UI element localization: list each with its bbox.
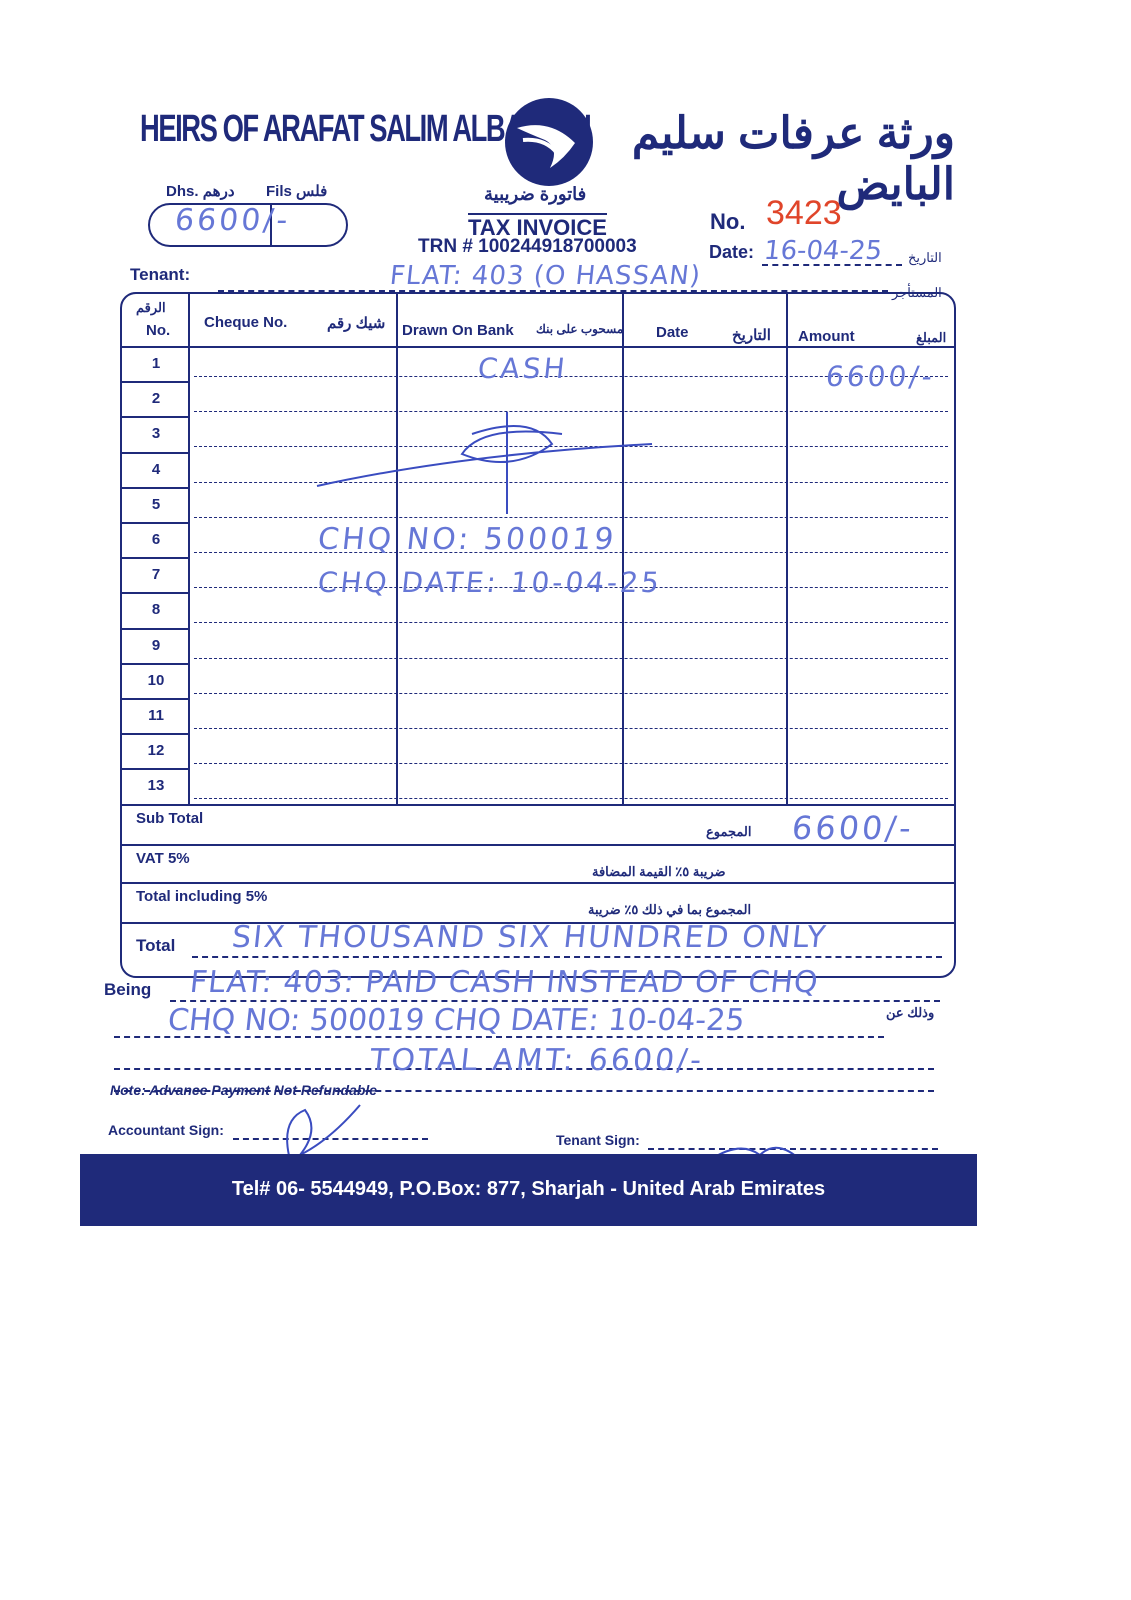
row-divider — [122, 662, 188, 665]
footer-contact: Tel# 06- 5544949, P.O.Box: 877, Sharjah … — [80, 1154, 977, 1226]
being-label-ar: وذلك عن — [886, 1005, 935, 1020]
fils-label: Fils فلس — [266, 183, 328, 200]
being-line2: CHQ NO: 500019 CHQ DATE: 10-04-25 — [166, 1003, 747, 1038]
row-divider — [122, 592, 188, 595]
bank-cash: CASH — [476, 352, 570, 385]
row-number: 4 — [151, 460, 161, 478]
row-number: 3 — [151, 425, 161, 443]
note: Note: Advance Payment Not Refundable — [110, 1082, 378, 1098]
row-line — [194, 481, 948, 483]
row-divider — [122, 698, 188, 700]
row-divider — [122, 733, 188, 736]
col-cheque: Cheque No. — [204, 314, 288, 331]
row-line — [194, 376, 948, 377]
trn: TRN # 100244918700003 — [418, 236, 637, 257]
amount-box — [148, 203, 348, 247]
row-line — [194, 798, 948, 800]
total-label: Total — [136, 936, 176, 955]
tenant-sign-label: Tenant Sign: — [556, 1132, 640, 1148]
being-line1: FLAT: 403: PAID CASH INSTEAD OF CHQ — [188, 965, 821, 1000]
subtotal-label-ar: المجموع — [706, 824, 752, 839]
row-number: 11 — [148, 707, 164, 724]
row-divider — [122, 451, 188, 454]
row-number: 1 — [151, 355, 161, 372]
row-divider — [122, 486, 188, 489]
col-date: Date — [656, 324, 689, 341]
date-label-ar: التاريخ — [908, 250, 942, 265]
row-number: 13 — [147, 777, 165, 795]
row-number: 9 — [151, 636, 161, 654]
row-line — [194, 692, 948, 694]
date-value: 16-04-25 — [762, 236, 884, 266]
row-line — [194, 446, 948, 448]
being-label: Being — [104, 980, 152, 999]
row-divider — [122, 416, 188, 419]
tenant-value: FLAT: 403 (O HASSAN) — [388, 261, 703, 291]
row-line — [194, 587, 948, 589]
company-name-ar: ورثة عرفات سليم البايض — [631, 109, 955, 209]
col-amount: Amount — [798, 328, 855, 345]
col-no-ar: الرقم — [136, 300, 166, 315]
row-number: 12 — [147, 742, 165, 760]
col-bank-ar: مسحوب على بنك — [536, 322, 624, 336]
vat-label: VAT 5% — [136, 850, 190, 867]
no-label: No. — [710, 209, 746, 234]
doc-title-ar: فاتورة ضريبية — [484, 184, 587, 204]
accountant-sign-label: Accountant Sign: — [108, 1122, 224, 1138]
being-line3: TOTAL AMT: 6600/- — [368, 1043, 706, 1078]
subtotal-value: 6600/- — [790, 809, 916, 847]
row-number: 2 — [151, 390, 161, 408]
cheque-date-line: CHQ DATE: 10-04-25 — [316, 566, 664, 599]
row-divider — [122, 381, 188, 384]
total-words: SIX THOUSAND SIX HUNDRED ONLY — [230, 920, 830, 955]
row-number: 5 — [151, 495, 161, 513]
row-number: 6 — [151, 531, 161, 548]
amount-value: 6600/- — [173, 203, 293, 238]
accountant-signature — [286, 1104, 361, 1161]
bird-logo-icon — [505, 98, 593, 186]
row-line — [194, 763, 948, 765]
col-amount-ar: المبلغ — [916, 330, 947, 345]
cheque-table: الرقم No. Cheque No. شيك رقم Drawn On Ba… — [120, 292, 956, 978]
row-line — [194, 552, 948, 553]
row-divider — [122, 627, 188, 630]
row-line — [194, 657, 948, 659]
tenant-label: Tenant: — [130, 265, 191, 284]
row-line — [194, 728, 948, 729]
col-bank: Drawn On Bank — [402, 322, 514, 339]
total-incl-label-ar: المجموع بما في ذلك ٥٪ ضريبة — [588, 902, 752, 917]
date-label: Date: — [709, 242, 755, 262]
invoice-number: 3423 — [766, 194, 842, 232]
row-line — [194, 622, 948, 624]
row-line — [194, 516, 948, 518]
col-no: No. — [146, 322, 171, 339]
col-cheque-ar: شيك رقم — [327, 315, 386, 332]
dhs-label: Dhs. درهم — [166, 183, 235, 200]
cheque-no-line: CHQ NO: 500019 — [316, 522, 619, 557]
row-line — [194, 411, 948, 413]
subtotal-label: Sub Total — [136, 810, 204, 827]
row-number: 10 — [147, 671, 165, 689]
amount-row1: 6600/- — [824, 360, 937, 393]
vat-label-ar: ضريبة ٥٪ القيمة المضافة — [592, 864, 726, 879]
doc-title-en: TAX INVOICE — [468, 213, 607, 240]
row-number: 7 — [151, 566, 161, 584]
row-divider — [122, 522, 188, 524]
row-divider — [122, 557, 188, 560]
total-incl-label: Total including 5% — [136, 888, 268, 905]
row-divider — [122, 768, 188, 771]
row-number: 8 — [151, 601, 161, 619]
signature-scribble — [316, 412, 653, 514]
col-date-ar: التاريخ — [732, 327, 771, 344]
